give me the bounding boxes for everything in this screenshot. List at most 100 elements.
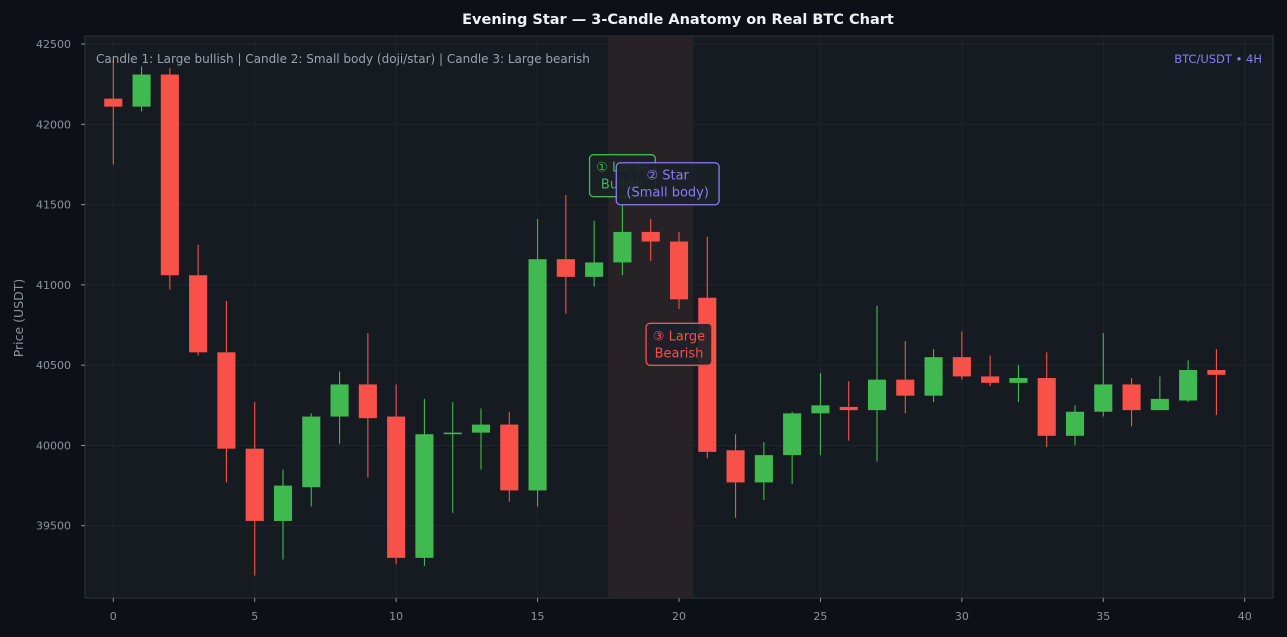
candle-38 [1179,360,1198,403]
candle-body [387,416,406,558]
candle-11 [415,398,434,566]
candle-2 [160,68,179,290]
candle-body [245,448,264,521]
candle-8 [330,371,349,444]
candle-body [1009,378,1028,383]
y-tick-label: 41500 [36,199,71,212]
candle-body [1122,384,1141,411]
candle-body [1179,369,1198,401]
candle-body [698,297,717,452]
candle-33 [1037,352,1056,448]
annotation-candle3: ③ Large Bearish [645,322,713,366]
y-tick-label: 40500 [36,359,71,372]
x-tick-label: 10 [389,610,403,623]
y-tick-label: 40000 [36,439,71,452]
annotation-box [645,322,713,366]
candle-body [896,379,915,396]
candle-body [528,259,547,491]
candle-4 [217,300,236,483]
candle-9 [358,333,377,478]
candle-body [981,376,1000,383]
candle-5 [245,402,264,576]
candle-7 [302,413,321,507]
candle-6 [273,469,293,560]
candle-body [1094,384,1113,412]
candle-28 [896,341,915,414]
candle-body [613,231,632,263]
candle-body [471,424,491,433]
x-tick-label: 15 [531,610,545,623]
candle-17 [585,220,604,287]
candle-0 [104,60,123,165]
x-tick-label: 5 [251,610,258,623]
candle-body [217,352,236,449]
candle-24 [783,411,802,484]
pattern-highlight-band [608,36,694,598]
candle-20 [669,231,689,309]
candle-34 [1065,405,1085,446]
candle-body [641,231,660,242]
annotations: ① LargeBullish② Star(Small body)③ LargeB… [588,154,720,366]
annotation-box [615,162,720,206]
y-tick-label: 42000 [36,118,71,131]
annotation-candle2: ② Star (Small body) [615,162,720,206]
candle-body [811,405,830,414]
candle-body [867,379,887,411]
candle-23 [754,442,773,501]
pair-timeframe-badge: BTC/USDT • 4H [1174,52,1262,66]
candle-body [1207,369,1226,375]
candle-body [358,384,377,419]
y-axis-ticks: 39500 40000 40500 41000 41500 42000 42500 [36,38,85,533]
annotation-text: Bearish [655,346,704,361]
candle-16 [556,194,575,314]
candle-body [556,259,575,277]
candle-37 [1150,376,1169,411]
annotation-text: (Small body) [626,186,709,201]
candle-body [443,432,462,435]
candle-body [924,357,943,396]
annotation-text: ③ Large [653,329,705,344]
x-tick-label: 40 [1238,610,1252,623]
candle-1 [132,66,151,112]
x-axis-ticks: 0 5 10 15 20 25 30 35 40 [110,598,1252,623]
candle-body [1065,411,1085,436]
candle-31 [981,355,1000,387]
y-axis-label: Price (USDT) [11,279,26,358]
candle-body [500,424,519,491]
candle-body [754,455,773,483]
chart-title: Evening Star — 3-Candle Anatomy on Real … [462,12,894,28]
candle-25 [811,373,830,456]
candle-35 [1094,333,1113,417]
candle-body [726,450,745,483]
candle-body [952,357,971,377]
y-tick-label: 42500 [36,38,71,51]
candle-body [189,275,208,353]
candle-body [1150,398,1169,411]
x-tick-label: 25 [813,610,827,623]
candle-26 [839,381,858,441]
candle-body [1037,378,1056,436]
candle-body [132,74,151,107]
annotation-text: ② Star [646,169,689,184]
candle-body [160,74,179,276]
chart-subtitle: Candle 1: Large bullish | Candle 2: Smal… [96,52,590,66]
candle-body [669,241,689,300]
candle-body [330,384,349,417]
candle-10 [387,384,406,565]
candle-body [273,485,293,521]
candle-39 [1207,349,1226,415]
candle-14 [500,411,519,502]
candle-3 [189,244,208,356]
x-tick-label: 30 [955,610,969,623]
candle-12 [443,402,462,513]
candle-27 [867,305,887,462]
x-tick-label: 35 [1096,610,1110,623]
candle-30 [952,331,971,380]
candle-body [104,98,123,107]
candle-29 [924,349,943,403]
x-tick-label: 0 [110,610,117,623]
candle-body [839,406,858,411]
candle-body [302,416,321,488]
x-tick-label: 20 [672,610,686,623]
